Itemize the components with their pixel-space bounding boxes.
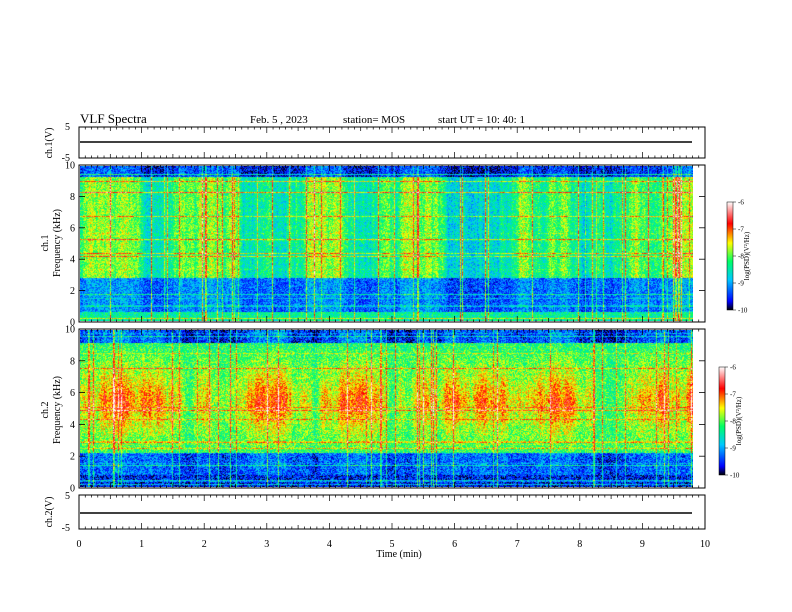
ch2-colorbar: [718, 366, 726, 476]
y-tick-label: 6: [70, 223, 75, 234]
ch2-waveform-xticks: [78, 495, 706, 529]
ch2-spectrogram-ytick-labels: 0 2 4 6 8 10: [65, 325, 705, 495]
colorbar-tick-label: -9: [738, 280, 744, 288]
y-tick-label: 0: [70, 318, 75, 329]
ch1-spectrogram-image: [80, 166, 693, 321]
colorbar-tick-label: -10: [738, 307, 748, 315]
x-tick-label: 6: [452, 539, 457, 550]
ch1-ytick-bottom: -5: [62, 153, 70, 164]
ch2-waveform-panel: 5 -5 ch.2(V): [44, 491, 706, 534]
ch1-ytick-top: 5: [65, 122, 70, 133]
colorbar-tick-label: -7: [730, 391, 736, 399]
colorbar-tick-label: -10: [730, 472, 740, 480]
x-tick-label: 3: [264, 539, 269, 550]
ch1-spectrogram-ylabel-freq: Frequency (kHz): [52, 209, 63, 277]
y-tick-label: 4: [70, 420, 75, 431]
ch1-colorbar-labels: -6 -7 -8 -9 -10: [733, 199, 748, 315]
ch2-colorbar-title: log(PSD)(V²/Hz): [735, 396, 743, 445]
y-tick-label: 8: [70, 356, 75, 367]
x-tick-label: 2: [202, 539, 207, 550]
ch1-spectrogram-ytick-labels: 0 2 4 6 8 10: [65, 161, 705, 329]
x-axis-label: Time (min): [376, 549, 421, 560]
x-tick-label: 4: [327, 539, 332, 550]
x-axis-tick-labels: 0 1 2 3 4 5 6 7 8 9 10: [77, 539, 711, 550]
ch1-colorbar: [726, 201, 734, 311]
ch1-waveform-panel: 5 -5 ch.1(V): [44, 122, 706, 164]
y-tick-label: 6: [70, 388, 75, 399]
x-tick-label: 9: [640, 539, 645, 550]
y-tick-label: 0: [70, 484, 75, 495]
x-tick-label: 0: [77, 539, 82, 550]
station-label: station= MOS: [343, 114, 405, 126]
ch2-ytick-bottom: -5: [62, 523, 70, 534]
colorbar-tick-label: -8: [738, 253, 744, 261]
y-tick-label: 2: [70, 452, 75, 463]
date-label: Feb. 5 , 2023: [250, 114, 308, 126]
x-tick-label: 7: [515, 539, 520, 550]
ch2-waveform-ylabel: ch.2(V): [44, 497, 55, 528]
ch2-spectrogram-panel: 0 2 4 6 8 10 ch.2 Frequency (kHz) -6 -7 -8 -9 -10…: [40, 325, 743, 495]
colorbar-tick-label: -8: [730, 418, 736, 426]
colorbar-tick-label: -7: [738, 226, 744, 234]
colorbar-tick-label: -6: [730, 364, 736, 372]
ch2-spectrogram-image: [80, 330, 693, 487]
y-tick-label: 2: [70, 286, 75, 297]
figure-title: VLF Spectra: [80, 111, 147, 126]
ch1-waveform-xticks: [78, 127, 706, 158]
y-tick-label: 8: [70, 192, 75, 203]
ch2-spectrogram-ticks: [78, 329, 706, 488]
ch2-spectrogram-ylabel-channel: ch.2: [40, 402, 51, 419]
colorbar-tick-label: -9: [730, 445, 736, 453]
x-tick-label: 5: [390, 539, 395, 550]
x-tick-label: 1: [139, 539, 144, 550]
ch2-ytick-top: 5: [65, 491, 70, 502]
ch1-spectrogram-ticks: [78, 165, 706, 322]
ch1-spectrogram-ylabel-channel: ch.1: [40, 235, 51, 252]
y-tick-label: 4: [70, 255, 75, 266]
ch1-spectrogram-panel: 0 2 4 6 8 10 ch.1 Frequency (kHz) -6 -7 -8 -9 -10…: [40, 161, 751, 329]
y-tick-label: 10: [65, 325, 75, 336]
x-tick-label: 8: [577, 539, 582, 550]
y-tick-label: 10: [65, 161, 75, 172]
ch2-colorbar-labels: -6 -7 -8 -9 -10: [725, 364, 740, 480]
x-tick-label: 10: [700, 539, 710, 550]
colorbar-tick-label: -6: [738, 199, 744, 207]
start-time-label: start UT = 10: 40: 1: [438, 114, 525, 126]
ch1-colorbar-title: log(PSD)(V²/Hz): [743, 231, 751, 280]
ch1-waveform-ylabel: ch.1(V): [44, 128, 55, 159]
ch2-spectrogram-ylabel-freq: Frequency (kHz): [52, 376, 63, 444]
